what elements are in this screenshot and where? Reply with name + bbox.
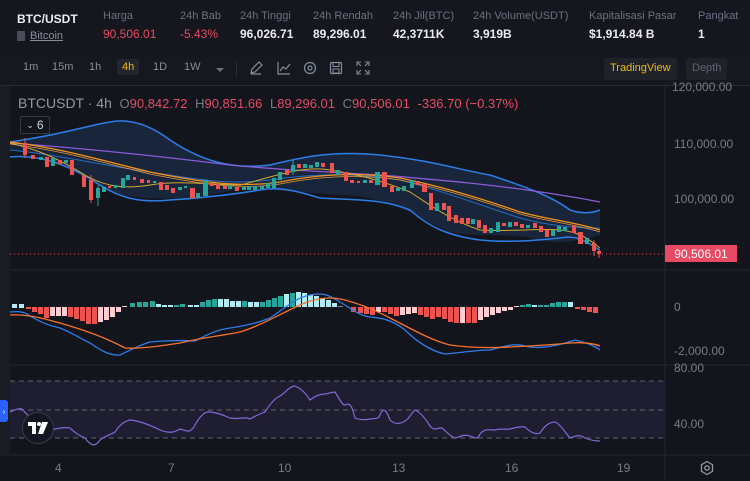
chevron-down-icon: ⌄ [26, 119, 34, 130]
time-axis-label: 19 [617, 461, 631, 475]
stat-24h-volume-usdt: 24h Volume(USDT) 3,919B [473, 10, 568, 41]
price-axis-label: 120,000.00 [672, 80, 733, 94]
rsi-axis-label: 80.00 [674, 361, 705, 375]
macd-axis-label: -2,000.00 [674, 344, 725, 358]
document-icon [17, 31, 25, 41]
indicators-toggle[interactable]: ⌄ 6 [20, 116, 50, 134]
depth-button[interactable]: Depth [686, 58, 728, 80]
coin-info-link[interactable]: Bitcoin [30, 30, 64, 42]
market-header: BTC/USDT Bitcoin Harga 90,506.01 24h Bab… [0, 0, 750, 50]
stat-label: Kapitalisasi Pasar [589, 10, 677, 22]
stat-value: 42,3711K [393, 27, 445, 41]
stat-value: 96,026.71 [240, 27, 294, 41]
stat-label: 24h Jil(BTC) [393, 10, 455, 22]
drawing-toolbar-strip [0, 86, 10, 456]
price-axis-label: 100,000.00 [674, 192, 735, 206]
chart-legend: BTCUSDT · 4h O90,842.72 H90,851.66 L89,2… [18, 95, 518, 111]
legend-low-key: L [269, 96, 278, 111]
price-axis-label: 110,000.00 [674, 137, 734, 151]
legend-open-value: 90,842.72 [129, 96, 188, 111]
chart-toolbar: 1m 15m 1h 4h 1D 1W TradingView Depth [0, 52, 750, 86]
legend-symbol: BTCUSDT · 4h [18, 95, 112, 111]
stat-label: 24h Rendah [313, 10, 373, 22]
gear-icon[interactable] [302, 60, 318, 76]
timeframe-15m[interactable]: 15m [52, 61, 74, 73]
stat-value: 89,296.01 [313, 27, 367, 41]
stat-label: 24h Bab [180, 10, 221, 22]
stat-24h-volume-btc: 24h Jil(BTC) 42,3711K [393, 10, 454, 41]
time-axis-label: 16 [505, 461, 519, 475]
stat-rank: Pangkat 1 [698, 10, 738, 41]
macd-axis-label: 0 [674, 300, 681, 314]
timeframe-4h[interactable]: 4h [117, 59, 140, 75]
time-axis-label: 4 [55, 461, 62, 475]
stat-24h-low: 24h Rendah 89,296.01 [313, 10, 373, 41]
price-chart-canvas[interactable] [0, 86, 750, 480]
stat-label: 24h Tinggi [240, 10, 291, 22]
hexagon-settings-icon [700, 460, 714, 476]
timeframe-1m[interactable]: 1m [23, 61, 39, 73]
expand-sidebar-handle[interactable]: › [0, 400, 8, 422]
timeframe-1h[interactable]: 1h [89, 61, 102, 73]
line-chart-icon[interactable] [276, 60, 292, 76]
rsi-axis-label: 40.00 [674, 417, 705, 431]
chevron-right-icon: › [2, 406, 6, 416]
pair-name: BTC/USDT [17, 12, 78, 26]
stat-value: $1,914.84 B [589, 27, 655, 41]
tradingview-button[interactable]: TradingView [604, 58, 677, 80]
pencil-icon[interactable] [248, 60, 264, 76]
time-axis-label: 13 [392, 461, 406, 475]
pair-info: BTC/USDT Bitcoin [17, 12, 78, 42]
indicator-count: 6 [36, 118, 44, 132]
tradingview-logo[interactable] [22, 412, 54, 444]
stat-label: 24h Volume(USDT) [473, 10, 569, 22]
chart-settings-button[interactable] [699, 460, 715, 476]
legend-open-key: O [119, 96, 130, 111]
legend-high-value: 90,851.66 [204, 96, 263, 111]
stat-market-cap: Kapitalisasi Pasar $1,914.84 B [589, 10, 676, 41]
timeframe-1d[interactable]: 1D [153, 61, 168, 73]
stat-price: Harga 90,506.01 [103, 10, 156, 41]
chevron-down-icon[interactable] [212, 62, 228, 78]
stat-label: Harga [103, 10, 133, 22]
stat-24h-change: 24h Bab -5.43% [180, 10, 221, 41]
legend-high-key: H [195, 96, 205, 111]
stat-label: Pangkat [698, 10, 739, 22]
stat-value: 90,506.01 [103, 27, 157, 41]
legend-close-key: C [342, 96, 353, 111]
stat-value: 1 [698, 27, 705, 41]
time-axis-label: 7 [168, 461, 175, 475]
legend-close-value: 90,506.01 [352, 96, 410, 111]
timeframe-1w[interactable]: 1W [184, 61, 201, 73]
toolbar-divider [236, 62, 237, 76]
legend-change: -336.70 (−0.37%) [417, 96, 519, 111]
fullscreen-icon[interactable] [355, 60, 371, 76]
tradingview-logo-icon [28, 422, 48, 434]
stat-24h-high: 24h Tinggi 96,026.71 [240, 10, 293, 41]
time-axis-label: 10 [278, 461, 292, 475]
save-icon[interactable] [328, 60, 344, 76]
stat-value: -5.43% [180, 27, 219, 41]
current-price-tag: 90,506.01 [665, 245, 737, 262]
stat-value: 3,919B [473, 27, 512, 41]
legend-low-value: 89,296.01 [277, 96, 336, 111]
